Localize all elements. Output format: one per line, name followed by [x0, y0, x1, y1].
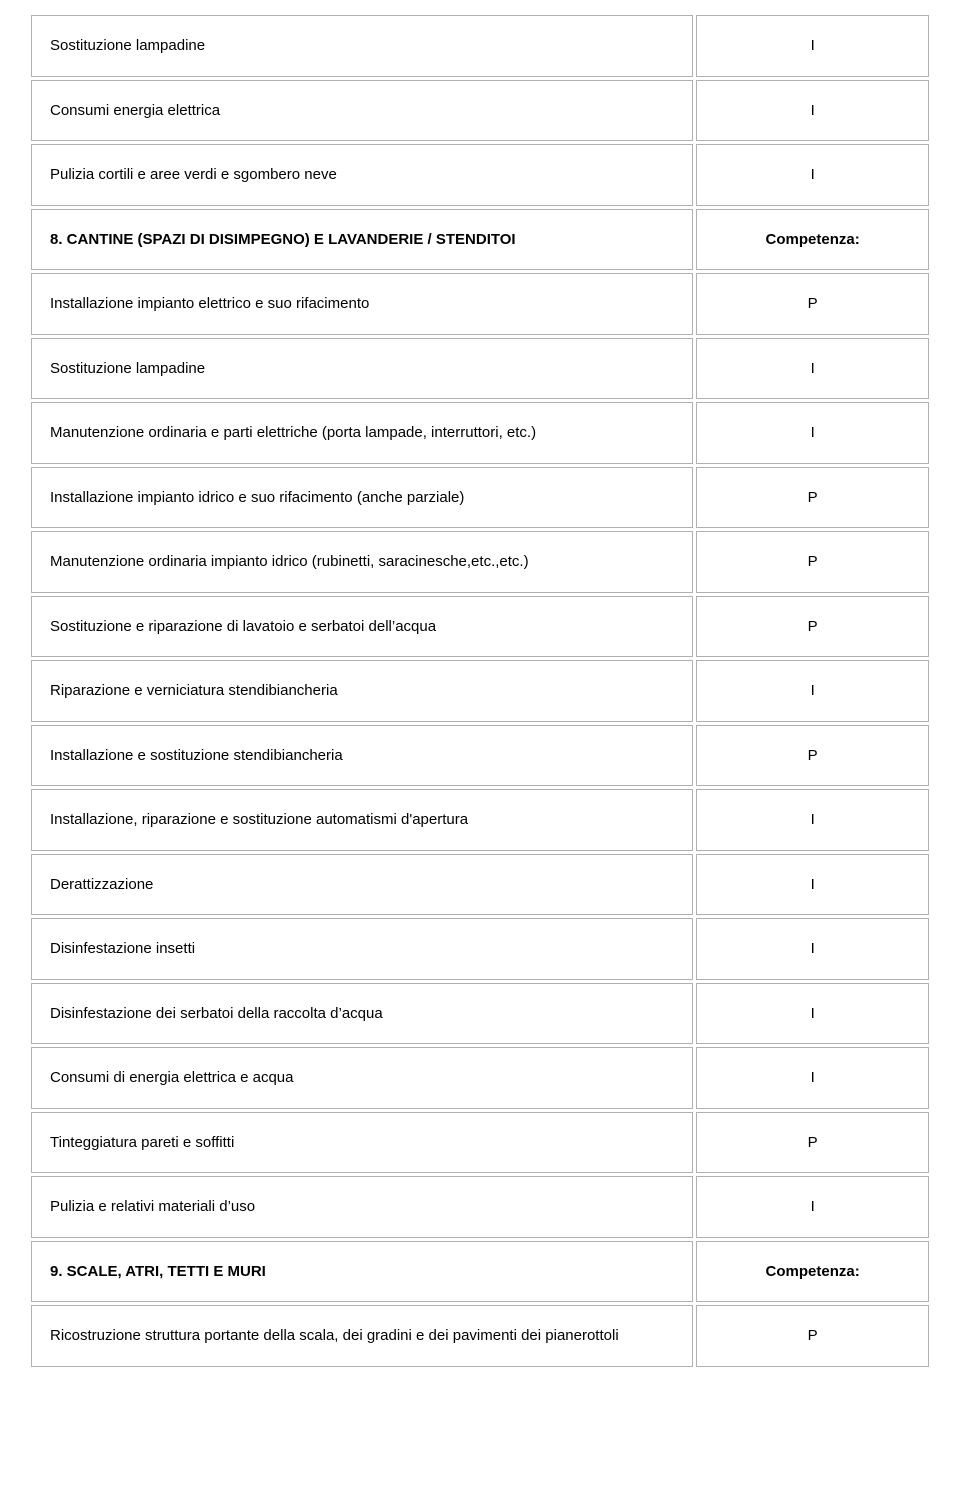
table-row: Installazione impianto elettrico e suo r… [31, 273, 929, 335]
item-description: Sostituzione e riparazione di lavatoio e… [31, 596, 693, 658]
competence-value: I [696, 854, 929, 916]
document-page: Sostituzione lampadineIConsumi energia e… [0, 0, 960, 1382]
table-row: Sostituzione lampadineI [31, 338, 929, 400]
item-description: Disinfestazione dei serbatoi della racco… [31, 983, 693, 1045]
competence-value: P [696, 725, 929, 787]
competence-value: I [696, 983, 929, 1045]
section-title: 9. SCALE, ATRI, TETTI E MURI [31, 1241, 693, 1303]
competence-value: I [696, 1176, 929, 1238]
section-header-row: 8. CANTINE (SPAZI DI DISIMPEGNO) E LAVAN… [31, 209, 929, 271]
item-description: Disinfestazione insetti [31, 918, 693, 980]
item-description: Ricostruzione struttura portante della s… [31, 1305, 693, 1367]
item-description: Riparazione e verniciatura stendibianche… [31, 660, 693, 722]
item-description: Sostituzione lampadine [31, 338, 693, 400]
competence-value: P [696, 596, 929, 658]
table-row: Sostituzione e riparazione di lavatoio e… [31, 596, 929, 658]
maintenance-table: Sostituzione lampadineIConsumi energia e… [28, 12, 932, 1370]
table-row: Consumi di energia elettrica e acquaI [31, 1047, 929, 1109]
section-header-row: 9. SCALE, ATRI, TETTI E MURICompetenza: [31, 1241, 929, 1303]
item-description: Derattizzazione [31, 854, 693, 916]
table-row: Disinfestazione dei serbatoi della racco… [31, 983, 929, 1045]
competence-value: I [696, 1047, 929, 1109]
item-description: Sostituzione lampadine [31, 15, 693, 77]
table-row: Ricostruzione struttura portante della s… [31, 1305, 929, 1367]
table-row: Sostituzione lampadineI [31, 15, 929, 77]
item-description: Installazione impianto elettrico e suo r… [31, 273, 693, 335]
table-row: Installazione e sostituzione stendibianc… [31, 725, 929, 787]
competence-value: P [696, 1112, 929, 1174]
item-description: Tinteggiatura pareti e soffitti [31, 1112, 693, 1174]
competence-value: I [696, 338, 929, 400]
table-row: Consumi energia elettricaI [31, 80, 929, 142]
table-row: DerattizzazioneI [31, 854, 929, 916]
competence-value: I [696, 15, 929, 77]
item-description: Pulizia e relativi materiali d’uso [31, 1176, 693, 1238]
item-description: Pulizia cortili e aree verdi e sgombero … [31, 144, 693, 206]
competence-value: I [696, 80, 929, 142]
table-row: Riparazione e verniciatura stendibianche… [31, 660, 929, 722]
item-description: Consumi energia elettrica [31, 80, 693, 142]
competence-header: Competenza: [696, 209, 929, 271]
table-row: Installazione impianto idrico e suo rifa… [31, 467, 929, 529]
item-description: Manutenzione ordinaria impianto idrico (… [31, 531, 693, 593]
competence-header: Competenza: [696, 1241, 929, 1303]
section-title: 8. CANTINE (SPAZI DI DISIMPEGNO) E LAVAN… [31, 209, 693, 271]
item-description: Installazione impianto idrico e suo rifa… [31, 467, 693, 529]
table-row: Manutenzione ordinaria e parti elettrich… [31, 402, 929, 464]
item-description: Manutenzione ordinaria e parti elettrich… [31, 402, 693, 464]
competence-value: P [696, 531, 929, 593]
competence-value: I [696, 789, 929, 851]
competence-value: I [696, 660, 929, 722]
table-row: Pulizia e relativi materiali d’usoI [31, 1176, 929, 1238]
competence-value: I [696, 144, 929, 206]
table-row: Manutenzione ordinaria impianto idrico (… [31, 531, 929, 593]
table-row: Pulizia cortili e aree verdi e sgombero … [31, 144, 929, 206]
competence-value: I [696, 918, 929, 980]
maintenance-table-body: Sostituzione lampadineIConsumi energia e… [31, 15, 929, 1367]
item-description: Installazione e sostituzione stendibianc… [31, 725, 693, 787]
competence-value: P [696, 273, 929, 335]
item-description: Consumi di energia elettrica e acqua [31, 1047, 693, 1109]
competence-value: P [696, 1305, 929, 1367]
competence-value: I [696, 402, 929, 464]
competence-value: P [696, 467, 929, 529]
table-row: Disinfestazione insettiI [31, 918, 929, 980]
table-row: Tinteggiatura pareti e soffittiP [31, 1112, 929, 1174]
table-row: Installazione, riparazione e sostituzion… [31, 789, 929, 851]
item-description: Installazione, riparazione e sostituzion… [31, 789, 693, 851]
